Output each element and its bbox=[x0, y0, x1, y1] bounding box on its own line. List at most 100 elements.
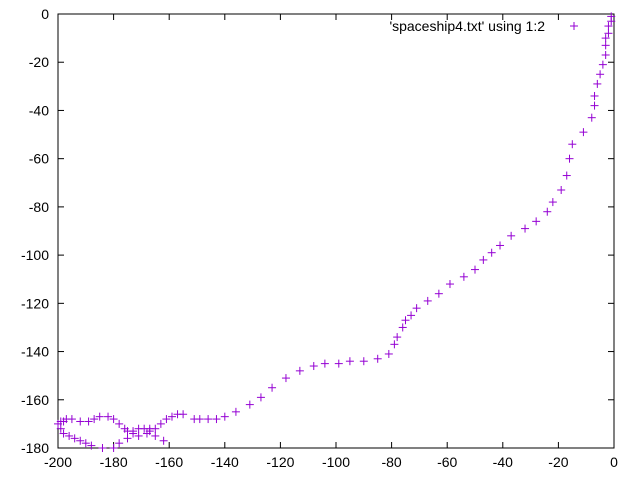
x-tick-label: -200 bbox=[44, 454, 72, 470]
data-point bbox=[109, 415, 118, 424]
data-point bbox=[56, 424, 65, 433]
data-point bbox=[496, 241, 505, 250]
data-point bbox=[384, 349, 393, 358]
data-point bbox=[601, 50, 610, 59]
data-point bbox=[309, 362, 318, 371]
x-tick-label: -140 bbox=[211, 454, 239, 470]
data-point bbox=[459, 272, 468, 281]
data-point bbox=[115, 439, 124, 448]
data-point bbox=[54, 419, 62, 428]
data-point bbox=[59, 429, 68, 438]
data-point bbox=[393, 333, 402, 342]
x-tick-label: -180 bbox=[100, 454, 128, 470]
data-point bbox=[401, 316, 410, 325]
data-point bbox=[173, 410, 182, 419]
data-point bbox=[295, 366, 304, 375]
data-point bbox=[359, 357, 368, 366]
data-point bbox=[407, 311, 416, 320]
data-point bbox=[604, 29, 613, 38]
data-point bbox=[245, 400, 254, 409]
data-point bbox=[256, 393, 265, 402]
x-tick-label: -60 bbox=[437, 454, 457, 470]
data-point bbox=[281, 374, 290, 383]
plot-frame bbox=[57, 13, 615, 449]
data-point bbox=[596, 70, 605, 79]
data-point bbox=[345, 357, 354, 366]
data-point bbox=[590, 101, 599, 110]
data-point bbox=[607, 17, 616, 26]
data-point bbox=[115, 419, 124, 428]
data-point bbox=[76, 417, 85, 426]
data-point bbox=[548, 198, 557, 207]
y-tick-labels: 0 -20 -40 -60 -80 -100 -120 -140 -160 -180 bbox=[21, 6, 49, 456]
data-point bbox=[204, 415, 213, 424]
data-point bbox=[543, 207, 552, 216]
data-point bbox=[412, 304, 421, 313]
y-tick-label: -20 bbox=[29, 54, 49, 70]
x-tick-label: -20 bbox=[548, 454, 568, 470]
y-tick-label: -60 bbox=[29, 151, 49, 167]
y-tick-label: -180 bbox=[21, 440, 49, 456]
y-tick-label: -100 bbox=[21, 247, 49, 263]
x-tick-label: -80 bbox=[381, 454, 401, 470]
data-point bbox=[590, 91, 599, 100]
data-point bbox=[562, 171, 571, 180]
data-point bbox=[87, 441, 96, 450]
axis-ticks bbox=[57, 13, 615, 449]
data-point bbox=[90, 415, 99, 424]
data-point bbox=[568, 140, 577, 149]
data-point bbox=[95, 412, 104, 421]
y-tick-label: 0 bbox=[41, 6, 49, 22]
data-point bbox=[140, 424, 149, 433]
data-point bbox=[601, 41, 610, 50]
data-point bbox=[604, 22, 613, 31]
data-point bbox=[434, 289, 443, 298]
x-tick-label: 0 bbox=[610, 454, 618, 470]
data-point bbox=[390, 340, 399, 349]
data-point bbox=[565, 154, 574, 163]
data-point bbox=[190, 415, 199, 424]
data-point bbox=[398, 323, 407, 332]
data-point bbox=[129, 427, 138, 436]
data-point bbox=[70, 434, 79, 443]
x-tick-label: -120 bbox=[266, 454, 294, 470]
data-point bbox=[220, 412, 229, 421]
data-point bbox=[159, 436, 168, 445]
data-point bbox=[123, 434, 132, 443]
data-point bbox=[104, 412, 113, 421]
data-point bbox=[134, 431, 143, 440]
data-point bbox=[81, 439, 90, 448]
data-point bbox=[445, 280, 454, 289]
data-point bbox=[84, 417, 93, 426]
data-point bbox=[532, 217, 541, 226]
data-point bbox=[231, 407, 240, 416]
data-point bbox=[507, 231, 516, 240]
data-point bbox=[156, 419, 165, 428]
data-point bbox=[598, 60, 607, 69]
data-point bbox=[167, 412, 176, 421]
data-point bbox=[151, 431, 160, 440]
x-tick-labels: -200 -180 -160 -140 -120 -100 -80 -60 -40 -20 0 bbox=[44, 454, 618, 470]
data-point bbox=[76, 436, 85, 445]
data-point bbox=[212, 415, 221, 424]
x-tick-label: -160 bbox=[155, 454, 183, 470]
y-tick-label: -40 bbox=[29, 102, 49, 118]
y-tick-label: -160 bbox=[21, 392, 49, 408]
data-point bbox=[487, 248, 496, 257]
x-tick-label: -40 bbox=[493, 454, 513, 470]
data-points bbox=[54, 12, 616, 452]
y-tick-label: -140 bbox=[21, 344, 49, 360]
data-point bbox=[471, 265, 479, 274]
data-point bbox=[479, 255, 488, 264]
data-point bbox=[98, 444, 107, 452]
data-point bbox=[373, 354, 382, 363]
legend-label: 'spaceship4.txt' using 1:2 bbox=[389, 18, 545, 34]
data-point bbox=[162, 415, 171, 424]
data-point bbox=[521, 224, 530, 233]
legend: 'spaceship4.txt' using 1:2 bbox=[389, 18, 578, 34]
data-point bbox=[320, 359, 329, 368]
data-point bbox=[109, 444, 118, 452]
x-tick-label: -100 bbox=[322, 454, 350, 470]
data-point bbox=[145, 427, 154, 436]
